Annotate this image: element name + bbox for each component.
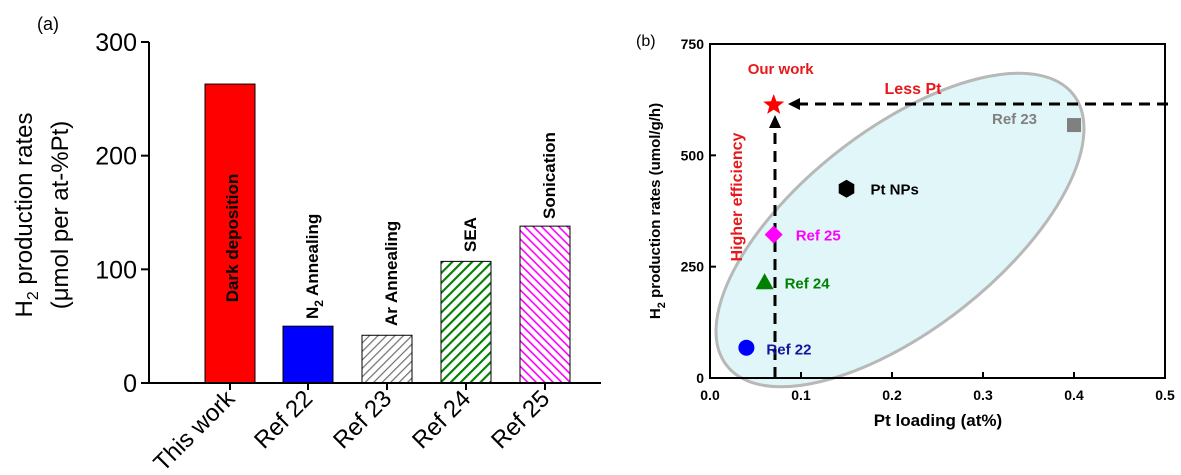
- bar-annotation-label: SEA: [461, 217, 480, 252]
- annotation-less-pt: Less Pt: [885, 81, 943, 98]
- bar-this-work: [204, 83, 256, 384]
- panel-b-xtick-label: 0.0: [700, 387, 720, 403]
- bar-annotation-label: Sonication: [540, 132, 559, 219]
- higher-efficiency-arrowhead: [769, 115, 781, 128]
- bar-chart: H2 production rates (μmol per at-%Pt) 0 1…: [11, 29, 601, 475]
- point-label: Ref 23: [992, 111, 1037, 128]
- panel-a-ylabel-line1: H2 production rates: [11, 112, 42, 317]
- marker-ref-24: [755, 273, 774, 290]
- panel-b-xlabel: Pt loading (at%): [874, 411, 1002, 430]
- panel-b-xtick-label: 0.5: [1155, 387, 1175, 403]
- point-label: Ref 22: [766, 342, 811, 359]
- marker-pt-nps: [838, 179, 855, 198]
- point-label: Ref 24: [785, 275, 831, 292]
- shaded-ellipse-region: [714, 71, 1086, 389]
- panel-a-category-label: This work: [149, 384, 241, 475]
- panel-b-xtick-label: 0.2: [882, 387, 902, 403]
- less-pt-arrowhead: [788, 98, 800, 110]
- marker-ref-22: [738, 339, 755, 356]
- panel-b-xtick-label: 0.1: [791, 387, 811, 403]
- bar-ref-24: [440, 260, 492, 384]
- panel-a-category-label: Ref 23: [328, 385, 397, 454]
- point-label: Pt NPs: [871, 182, 919, 199]
- point-label: Ref 25: [796, 228, 841, 245]
- bar-annotation-label: Dark deposition: [223, 174, 242, 302]
- panel-b-ytick-label: 250: [681, 259, 705, 275]
- annotation-higher-efficiency: Higher efficiency: [729, 132, 746, 261]
- panel-b-ytick-label: 750: [681, 36, 705, 52]
- marker-ref-25: [764, 225, 783, 244]
- panel-b-ylabel: H2 production rates (umol/g/h): [647, 103, 668, 319]
- panel-a-label: (a): [37, 14, 59, 34]
- panel-a-ytick-label: 0: [123, 370, 137, 398]
- marker-our-work: [763, 94, 785, 114]
- point-label: Our work: [748, 61, 815, 78]
- panel-a-category-label: Ref 22: [249, 385, 318, 454]
- panel-b-xtick-label: 0.3: [973, 387, 993, 403]
- panel-a-ytick-label: 100: [95, 256, 137, 284]
- panel-b-xtick-label: 0.4: [1064, 387, 1084, 403]
- panel-a-category-label: Ref 25: [486, 385, 555, 454]
- bar-annotation-label: N2 Annealing: [303, 214, 326, 319]
- bar-ref-23: [361, 334, 413, 384]
- scatter-chart: 0 250 500 750 0.0 0.1 0.2 0.3 0.4 0.5 Our work Re…: [647, 36, 1175, 430]
- panel-a-ylabel-line2: (μmol per at-%Pt): [47, 121, 74, 310]
- panel-a-ytick-label: 200: [95, 143, 137, 171]
- bar-ref-25: [519, 225, 571, 384]
- panel-b-label: (b): [636, 33, 656, 50]
- panel-b-ytick-label: 500: [681, 147, 705, 163]
- bar-annotation-label: Ar Annealing: [382, 221, 401, 326]
- panel-a-category-label: Ref 24: [407, 385, 476, 454]
- marker-ref-23: [1067, 118, 1081, 133]
- panel-b-ytick-label: 0: [696, 370, 704, 386]
- panel-a-ytick-label: 300: [95, 29, 137, 57]
- bar-ref-22: [282, 325, 334, 384]
- panel-b-plot-frame: [709, 43, 1166, 379]
